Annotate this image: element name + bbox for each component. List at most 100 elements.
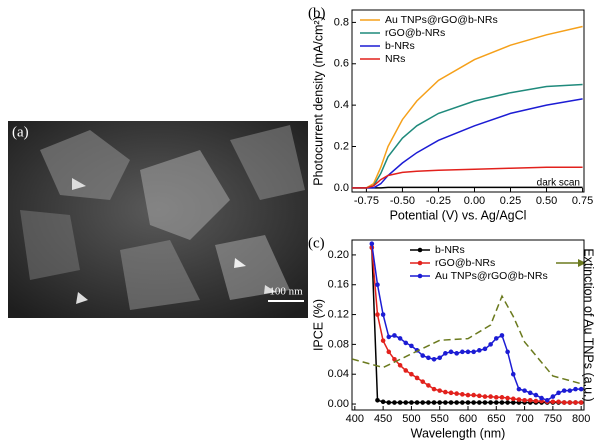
marker	[534, 399, 539, 404]
marker	[579, 400, 584, 405]
marker	[568, 400, 573, 405]
marker	[403, 368, 408, 373]
figure: (a) 100 nm -0.75-0.50-0.250.000.250.500.…	[0, 0, 595, 445]
marker	[471, 350, 476, 355]
marker	[398, 336, 403, 341]
marker	[449, 391, 454, 396]
y-tick-label: 0.08	[328, 338, 349, 350]
marker	[375, 312, 380, 317]
legend-label: rGO@b-NRs	[385, 27, 445, 39]
legend-label: b-NRs	[435, 244, 465, 256]
marker	[556, 391, 561, 396]
marker	[381, 312, 386, 317]
x-tick-label: 450	[374, 413, 392, 425]
y-axis-label: IPCE (%)	[311, 299, 325, 351]
marker	[488, 394, 493, 399]
marker	[500, 333, 505, 338]
marker	[454, 351, 459, 356]
marker	[432, 357, 437, 362]
marker	[437, 388, 442, 393]
series-line	[352, 99, 583, 188]
y-tick-label: 0.0	[334, 182, 349, 194]
legend-marker	[418, 248, 423, 253]
y-tick-label: 0.4	[334, 99, 349, 111]
marker	[386, 335, 391, 340]
marker	[466, 400, 471, 405]
marker	[381, 399, 386, 404]
marker	[454, 400, 459, 405]
marker	[403, 400, 408, 405]
legend-label: Au TNPs@rGO@b-NRs	[385, 14, 498, 26]
marker	[545, 398, 550, 403]
marker	[375, 282, 380, 287]
marker	[488, 342, 493, 347]
marker	[449, 350, 454, 355]
marker	[562, 400, 567, 405]
marker	[539, 396, 544, 401]
x-tick-label: -0.75	[354, 195, 379, 207]
marker	[443, 390, 448, 395]
marker	[426, 383, 431, 388]
x-tick-label: -0.50	[390, 195, 415, 207]
marker	[488, 400, 493, 405]
marker	[522, 398, 527, 403]
marker	[494, 400, 499, 405]
y-tick-label: 0.00	[328, 398, 349, 410]
marker	[392, 400, 397, 405]
marker	[551, 399, 556, 404]
marker	[471, 393, 476, 398]
marker	[517, 397, 522, 402]
annotation: dark scan	[537, 178, 580, 189]
x-tick-label: 0.25	[500, 195, 521, 207]
marker	[562, 388, 567, 393]
marker	[505, 396, 510, 401]
legend-label: rGO@b-NRs	[435, 257, 495, 269]
marker	[466, 350, 471, 355]
marker	[460, 350, 465, 355]
marker	[528, 391, 533, 396]
marker	[426, 356, 431, 361]
panel-label: (a)	[12, 124, 29, 140]
marker	[370, 241, 375, 246]
marker	[403, 341, 408, 346]
y2-axis-label: Extinction of Au TNPs (a.u.)	[582, 248, 595, 401]
x-tick-label: 550	[431, 413, 449, 425]
marker	[511, 372, 516, 377]
marker	[449, 400, 454, 405]
marker	[398, 400, 403, 405]
series-line	[352, 296, 584, 384]
marker	[443, 400, 448, 405]
marker	[500, 400, 505, 405]
y-tick-label: 0.2	[334, 140, 349, 152]
marker	[432, 400, 437, 405]
legend-label: NRs	[385, 53, 405, 65]
panel-label: (b)	[308, 5, 326, 21]
panel-label: (c)	[308, 235, 325, 251]
legend-label: b-NRs	[385, 40, 415, 52]
y-tick-label: 0.6	[334, 58, 349, 70]
marker	[437, 400, 442, 405]
marker	[477, 348, 482, 353]
marker	[505, 350, 510, 355]
marker	[409, 344, 414, 349]
marker	[579, 387, 584, 392]
marker	[392, 333, 397, 338]
marker	[551, 394, 556, 399]
x-tick-label: 0.00	[464, 195, 485, 207]
x-tick-label: 800	[572, 413, 590, 425]
x-tick-label: 400	[346, 413, 364, 425]
marker	[511, 397, 516, 402]
series-line	[352, 85, 583, 188]
legend-marker	[418, 274, 423, 279]
marker	[415, 376, 420, 381]
marker	[517, 387, 522, 392]
legend-marker	[418, 261, 423, 266]
marker	[420, 400, 425, 405]
marker	[494, 336, 499, 341]
y-tick-label: 0.12	[328, 308, 349, 320]
marker	[568, 388, 573, 393]
marker	[528, 398, 533, 403]
marker	[398, 363, 403, 368]
marker	[432, 387, 437, 392]
marker	[437, 356, 442, 361]
